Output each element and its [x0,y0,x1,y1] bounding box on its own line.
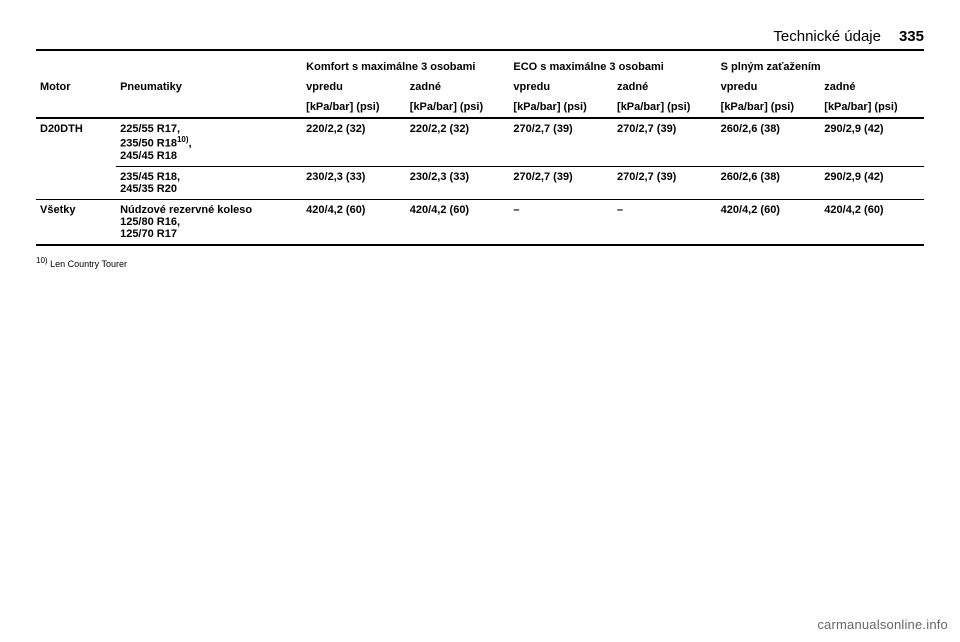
group-eco: ECO s maximálne 3 osobami [509,57,716,77]
footnote-text: Len Country Tourer [50,259,127,269]
cell-value: 420/4,2 (60) [406,199,510,245]
cell-tyres: 235/45 R18, 245/35 R20 [116,166,302,199]
cell-value: 420/4,2 (60) [717,199,821,245]
cell-value: 220/2,2 (32) [406,118,510,166]
cell-value: 220/2,2 (32) [302,118,406,166]
table-row: 235/45 R18, 245/35 R20 230/2,3 (33) 230/… [36,166,924,199]
group-header-row: Komfort s maximálne 3 osobami ECO s maxi… [36,57,924,77]
cell-motor: Všetky [36,199,116,245]
watermark: carmanualsonline.info [817,617,948,632]
unit-eco-front: [kPa/bar] (psi) [509,97,613,118]
col-motor: Motor [36,77,116,97]
unit-row: [kPa/bar] (psi) [kPa/bar] (psi) [kPa/bar… [36,97,924,118]
page-number: 335 [899,28,924,45]
table-row: Všetky Núdzové rezervné koleso 125/80 R1… [36,199,924,245]
cell-value: 420/4,2 (60) [820,199,924,245]
cell-value: 260/2,6 (38) [717,166,821,199]
cell-motor: D20DTH [36,118,116,199]
col-eco-rear: zadné [613,77,717,97]
col-eco-front: vpredu [509,77,613,97]
cell-value: – [613,199,717,245]
unit-comfort-front: [kPa/bar] (psi) [302,97,406,118]
cell-tyres: 225/55 R17, 235/50 R1810), 245/45 R18 [116,118,302,166]
group-comfort: Komfort s maximálne 3 osobami [302,57,509,77]
unit-comfort-rear: [kPa/bar] (psi) [406,97,510,118]
col-comfort-front: vpredu [302,77,406,97]
cell-value: 230/2,3 (33) [302,166,406,199]
cell-value: 290/2,9 (42) [820,166,924,199]
col-full-front: vpredu [717,77,821,97]
cell-value: 270/2,7 (39) [509,118,613,166]
col-tyres: Pneumatiky [116,77,302,97]
cell-tyres: Núdzové rezervné koleso 125/80 R16, 125/… [116,199,302,245]
table-row: D20DTH 225/55 R17, 235/50 R1810), 245/45… [36,118,924,166]
tyre-pressure-table: Komfort s maximálne 3 osobami ECO s maxi… [36,57,924,246]
unit-eco-rear: [kPa/bar] (psi) [613,97,717,118]
unit-full-rear: [kPa/bar] (psi) [820,97,924,118]
footnote-ref: 10) [177,135,189,144]
unit-full-front: [kPa/bar] (psi) [717,97,821,118]
page-title: Technické údaje [773,28,881,45]
group-full: S plným zaťažením [717,57,924,77]
cell-value: 290/2,9 (42) [820,118,924,166]
col-full-rear: zadné [820,77,924,97]
cell-value: 270/2,7 (39) [509,166,613,199]
cell-value: 230/2,3 (33) [406,166,510,199]
cell-value: 270/2,7 (39) [613,118,717,166]
cell-value: 260/2,6 (38) [717,118,821,166]
footnote: 10) Len Country Tourer [36,256,924,269]
cell-value: 420/4,2 (60) [302,199,406,245]
column-header-row: Motor Pneumatiky vpredu zadné vpredu zad… [36,77,924,97]
cell-value: – [509,199,613,245]
col-comfort-rear: zadné [406,77,510,97]
page-header: Technické údaje 335 [36,28,924,51]
cell-value: 270/2,7 (39) [613,166,717,199]
footnote-mark: 10) [36,256,48,265]
